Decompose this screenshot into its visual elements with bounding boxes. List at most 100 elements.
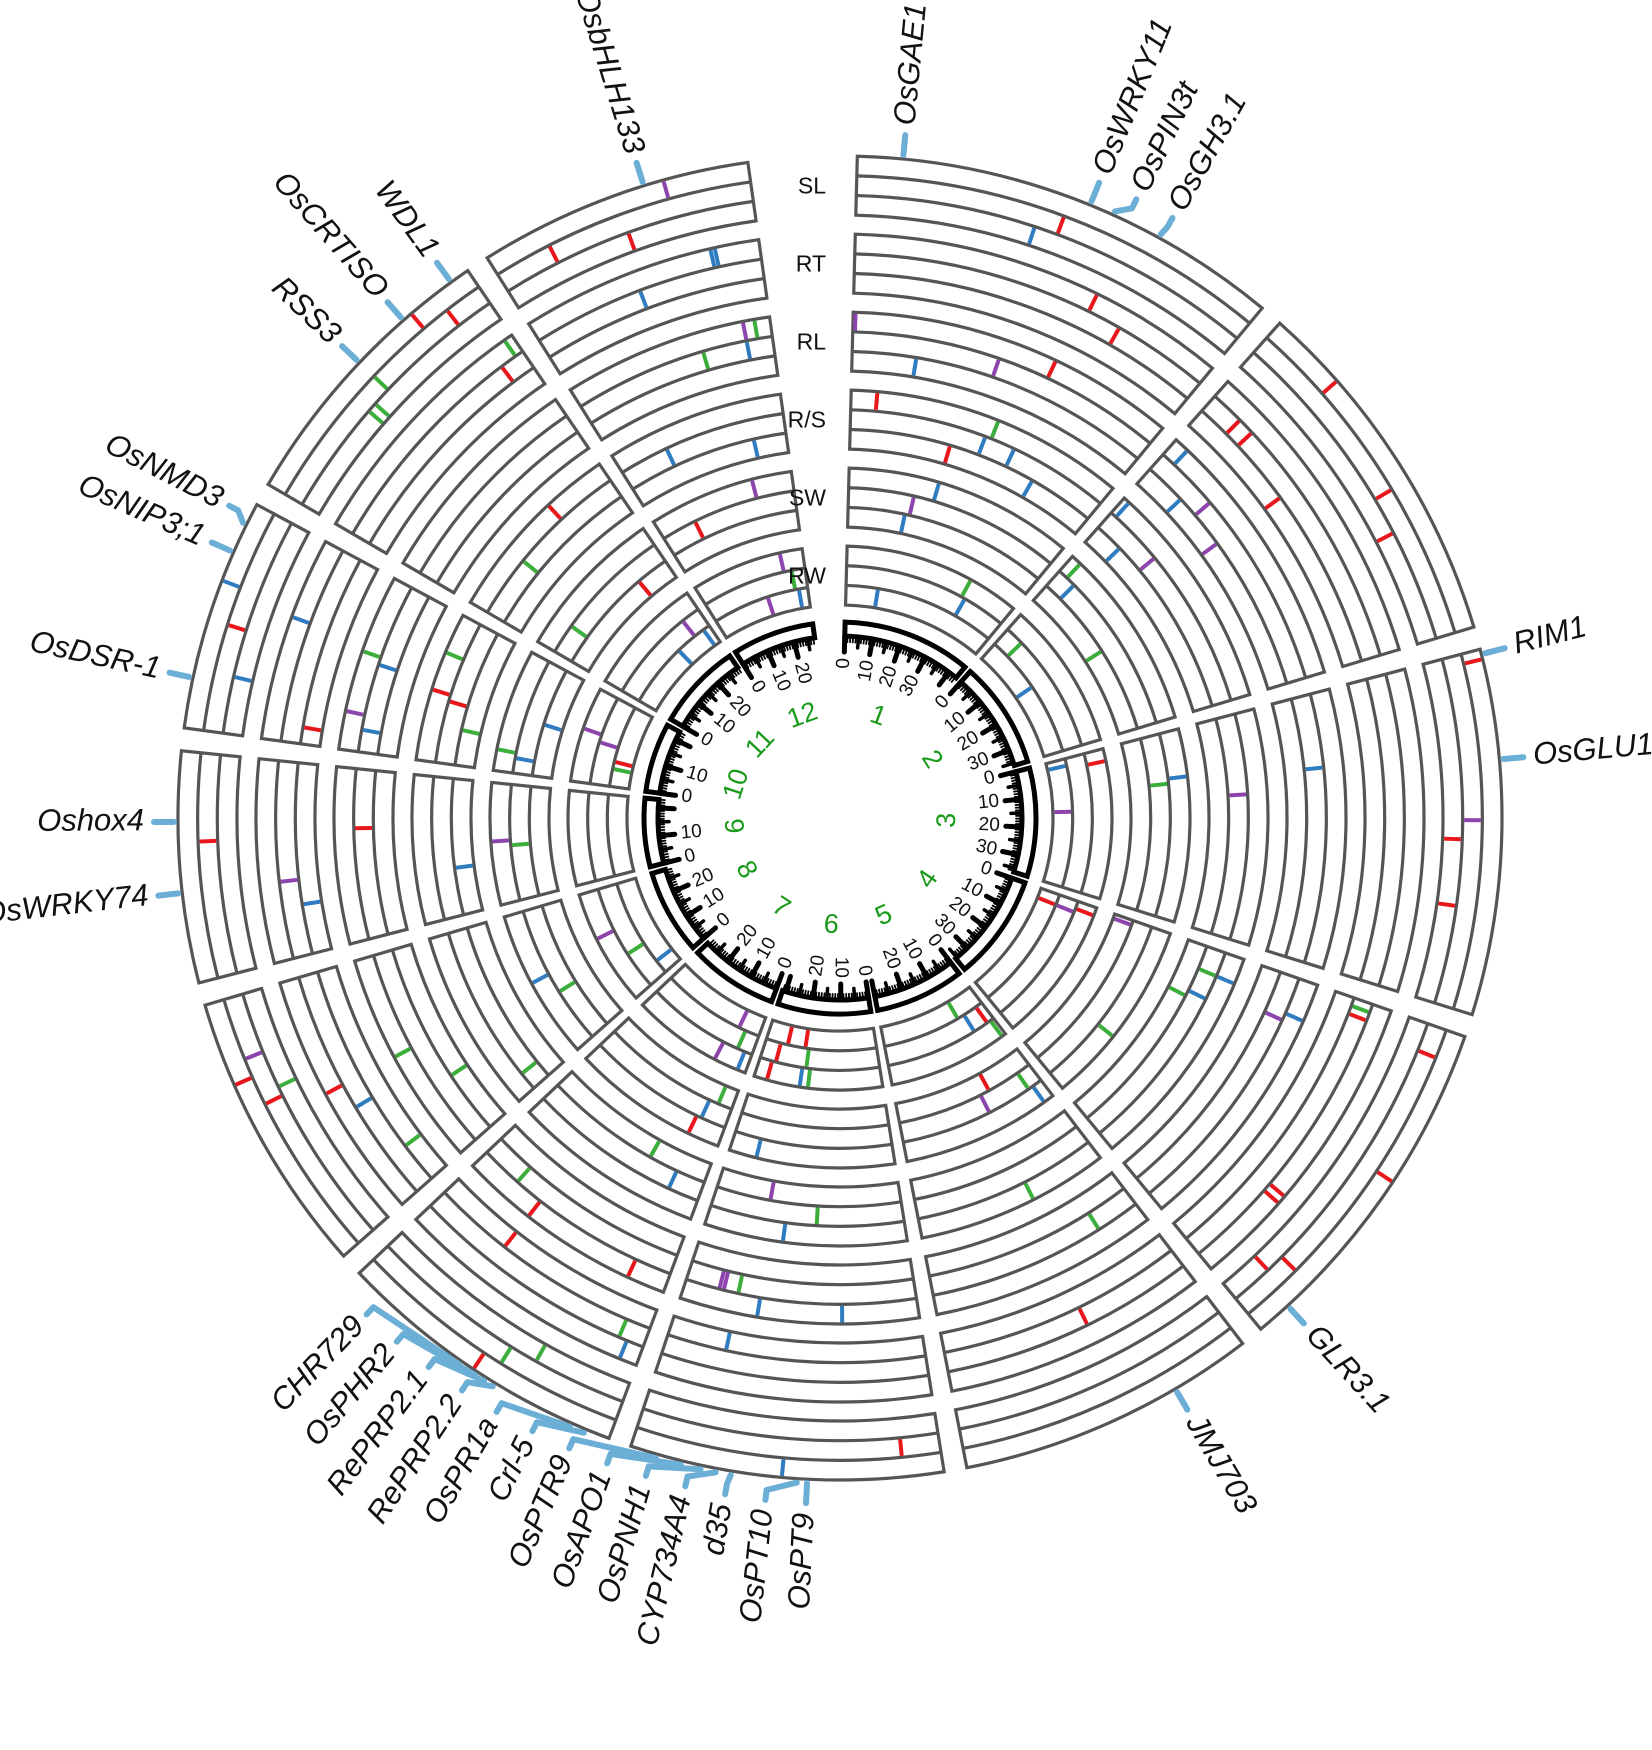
tick-mark	[1001, 885, 1009, 890]
gene-connector	[1287, 1305, 1307, 1327]
gene-connector	[1157, 214, 1176, 238]
track-outline	[333, 332, 548, 556]
marker-green	[1150, 781, 1168, 788]
marker-green	[373, 375, 389, 391]
tick-label: 10	[767, 667, 795, 695]
marker-red	[1418, 1049, 1436, 1060]
tick-mark	[708, 939, 715, 946]
marker-blue	[736, 1052, 747, 1070]
tick-mark	[665, 762, 674, 766]
tick-mark	[715, 680, 732, 698]
track-outline	[1082, 495, 1252, 714]
gene-connector	[900, 132, 909, 159]
tick-label: 10	[831, 957, 852, 978]
track-outline	[332, 764, 410, 946]
marker-red	[626, 233, 637, 251]
track-row-divider	[1110, 511, 1233, 701]
tick-mark	[810, 979, 818, 1001]
track-label-SW: SW	[789, 485, 826, 511]
marker-red	[774, 1043, 783, 1062]
tick-mark	[1001, 746, 1009, 751]
track-row-divider	[297, 977, 419, 1193]
tick-mark	[852, 986, 857, 1002]
tick-mark	[673, 741, 681, 746]
tick-mark	[993, 902, 1001, 908]
track-block-SL-chr4	[1220, 1015, 1467, 1332]
track-block-RT-chr8	[277, 964, 449, 1207]
tick-mark	[1007, 837, 1023, 843]
marker-red	[1046, 360, 1058, 378]
marker-red	[615, 760, 633, 769]
tick-mark	[936, 669, 952, 688]
gene-connector	[1500, 754, 1527, 762]
marker-purple	[1201, 542, 1218, 556]
tick-mark	[891, 985, 895, 993]
marker-green	[1066, 563, 1081, 579]
track-block-RS-chr3	[1190, 706, 1270, 948]
tick-mark	[671, 882, 691, 895]
tick-mark	[908, 978, 914, 986]
track-block-SW-chr2	[1031, 554, 1178, 737]
tick-mark	[751, 657, 757, 665]
track-outline	[1031, 554, 1178, 737]
tick-label: 20	[805, 954, 829, 978]
marker-red	[1322, 380, 1338, 395]
tick-label: 0	[746, 677, 769, 697]
track-block-SL-chr5	[953, 1294, 1245, 1470]
tick-mark	[886, 641, 890, 650]
track-block-RS-chr8	[427, 920, 566, 1104]
track-block-RL-chr4	[1121, 963, 1320, 1211]
chromosome-label: 4	[910, 864, 943, 893]
tick-mark	[1005, 756, 1013, 761]
track-outline	[491, 650, 586, 781]
tick-mark	[790, 986, 794, 995]
track-block-SL-chr6	[628, 1388, 946, 1482]
track-row-divider	[588, 697, 620, 784]
tick-mark	[1003, 880, 1011, 885]
track-row-divider	[667, 1333, 926, 1365]
marker-red	[765, 1061, 774, 1080]
marker-red	[1464, 657, 1482, 666]
tick-mark	[661, 855, 670, 859]
chromosome-label: 5	[871, 898, 897, 932]
marker-blue	[665, 448, 676, 466]
marker-blue	[1305, 765, 1323, 772]
tick-mark	[743, 966, 748, 974]
tick-mark	[671, 885, 679, 890]
marker-red	[1225, 419, 1241, 435]
tick-mark	[731, 958, 737, 966]
tick-mark	[798, 639, 802, 648]
tick-mark	[1014, 800, 1023, 804]
track-row-divider	[1185, 997, 1356, 1240]
tick-mark	[867, 637, 871, 646]
track-row-divider	[1234, 1023, 1430, 1300]
track-row-divider	[854, 271, 1189, 400]
tick-mark	[708, 689, 716, 696]
track-block-RS-chr4	[1072, 937, 1247, 1151]
track-label-RT: RT	[796, 251, 826, 277]
tick-mark	[906, 649, 915, 663]
gene-GLR31: GLR3.1	[1287, 1305, 1397, 1420]
tick-mark	[996, 895, 1005, 900]
tick-mark	[767, 979, 772, 987]
marker-blue	[1285, 1012, 1303, 1023]
track-row-divider	[944, 1249, 1173, 1355]
track-row-divider	[735, 1129, 893, 1150]
tick-label: 10	[977, 790, 1000, 813]
track-outline	[410, 772, 485, 927]
tick-mark	[764, 651, 769, 659]
marker-red	[265, 1094, 283, 1106]
track-outline	[1022, 912, 1173, 1091]
track-row-divider	[962, 1326, 1232, 1451]
track-block-RT-chr4	[1171, 989, 1394, 1272]
tick-mark	[943, 958, 950, 966]
track-row-divider	[1148, 467, 1289, 684]
marker-red	[975, 1006, 989, 1023]
track-block-SW-chr7	[583, 1015, 741, 1149]
tick-mark	[941, 960, 948, 967]
chromosome-band	[952, 874, 1029, 973]
marker-red	[1438, 901, 1456, 908]
marker-purple	[280, 877, 298, 884]
marker-blue	[977, 437, 987, 455]
